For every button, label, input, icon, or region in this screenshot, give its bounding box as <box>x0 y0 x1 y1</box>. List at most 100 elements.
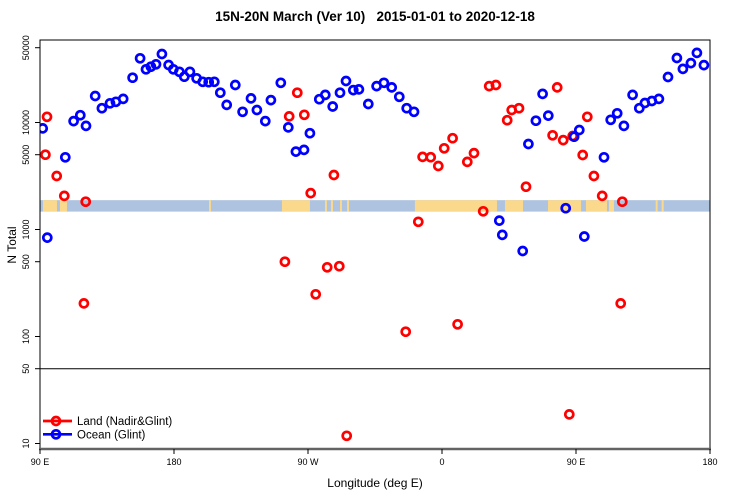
points-layer <box>40 47 710 442</box>
data-point-ocean <box>319 89 331 101</box>
data-point-land <box>321 261 333 273</box>
map-band-land <box>608 200 614 212</box>
data-point-land <box>563 409 575 420</box>
data-point-land <box>425 151 437 163</box>
data-point-land <box>547 129 558 141</box>
data-point-land <box>581 111 593 123</box>
data-point-ocean <box>523 138 534 150</box>
data-point-land <box>333 260 345 272</box>
data-point-land <box>40 149 51 161</box>
data-point-land <box>520 181 532 193</box>
data-point-land <box>432 160 444 172</box>
data-point-ocean <box>327 101 339 112</box>
y-tick-label: 5000 <box>21 145 31 165</box>
data-point-ocean <box>618 120 630 132</box>
data-point-ocean <box>275 77 287 89</box>
map-band-land <box>42 200 57 212</box>
data-point-ocean <box>150 58 162 70</box>
data-point-ocean <box>237 106 248 118</box>
data-point-ocean <box>362 98 374 110</box>
x-tick-label: 180 <box>166 457 181 467</box>
data-point-ocean <box>89 90 101 102</box>
data-point-land <box>341 430 353 442</box>
chart-title: 15N-20N March (Ver 10) 2015-01-01 to 202… <box>215 9 535 24</box>
data-point-land <box>551 82 563 93</box>
data-point-ocean <box>40 123 49 134</box>
data-point-ocean <box>578 231 590 242</box>
data-point-ocean <box>537 88 548 100</box>
data-point-land <box>310 288 322 300</box>
data-point-ocean <box>265 94 277 106</box>
data-point-ocean <box>290 146 302 157</box>
x-tick-label: 90 E <box>567 457 586 467</box>
map-band-ocean <box>40 200 710 212</box>
data-point-land <box>461 156 473 168</box>
data-point-ocean <box>542 110 554 121</box>
map-band-land <box>655 200 658 212</box>
map-band-land <box>324 200 327 212</box>
data-point-ocean <box>334 87 346 99</box>
data-point-ocean <box>104 97 116 109</box>
x-tick-label: 90 W <box>297 457 319 467</box>
plot-border <box>39 39 711 450</box>
data-point-ocean <box>573 124 585 136</box>
data-point-land <box>501 114 513 126</box>
data-point-ocean <box>653 93 665 105</box>
data-point-land <box>58 190 70 202</box>
data-point-ocean <box>347 84 359 96</box>
map-band-land <box>330 200 334 212</box>
map-band-land <box>661 200 664 212</box>
data-point-ocean <box>560 202 572 214</box>
data-point-ocean <box>662 71 674 83</box>
data-point-land <box>596 190 608 202</box>
data-point-ocean <box>59 151 71 163</box>
y-tick-label: 10000 <box>21 110 31 135</box>
data-point-ocean <box>245 93 257 104</box>
data-point-ocean <box>156 48 168 60</box>
data-point-ocean <box>685 57 697 69</box>
data-point-ocean <box>671 52 683 64</box>
data-point-ocean <box>517 245 529 257</box>
y-tick-label: 500 <box>21 254 31 269</box>
data-point-ocean <box>134 52 146 64</box>
data-point-land <box>400 326 412 338</box>
y-tick-label: 50 <box>21 364 31 374</box>
data-point-land <box>577 149 589 161</box>
legend-marker-ocean <box>50 428 62 440</box>
data-point-ocean <box>214 87 226 99</box>
data-point-land <box>291 87 303 99</box>
data-point-ocean <box>208 76 220 88</box>
data-point-ocean <box>598 151 610 163</box>
legend-label-ocean: Ocean (Glint) <box>77 429 146 441</box>
data-point-ocean <box>353 84 365 95</box>
data-point-ocean <box>221 99 233 111</box>
data-point-ocean <box>298 144 310 156</box>
data-point-ocean <box>96 102 108 114</box>
data-point-land <box>588 170 600 182</box>
data-point-land <box>283 111 295 122</box>
data-point-ocean <box>127 72 138 84</box>
data-point-ocean <box>393 91 405 103</box>
legend-label-land: Land (Nadir&Glint) <box>77 416 172 428</box>
data-point-land <box>438 142 450 154</box>
data-point-ocean <box>633 102 645 114</box>
x-tick-label: 0 <box>439 457 444 467</box>
data-point-ocean <box>496 229 508 241</box>
data-point-ocean <box>251 104 263 116</box>
data-point-land <box>328 169 340 181</box>
map-band-land <box>504 200 523 212</box>
data-point-land <box>452 318 463 330</box>
data-point-ocean <box>184 66 196 78</box>
data-point-ocean <box>197 76 209 88</box>
data-point-ocean <box>203 76 215 88</box>
map-band-land <box>548 200 582 212</box>
data-point-ocean <box>41 232 53 243</box>
data-point-ocean <box>627 89 638 101</box>
y-tick-label: 1000 <box>21 219 31 239</box>
x-axis-label: Longitude (deg E) <box>327 476 423 490</box>
map-band-land <box>208 200 211 212</box>
data-point-ocean <box>304 127 316 139</box>
data-point-ocean <box>691 47 703 59</box>
data-point-ocean <box>259 115 271 127</box>
data-point-land <box>557 134 569 146</box>
